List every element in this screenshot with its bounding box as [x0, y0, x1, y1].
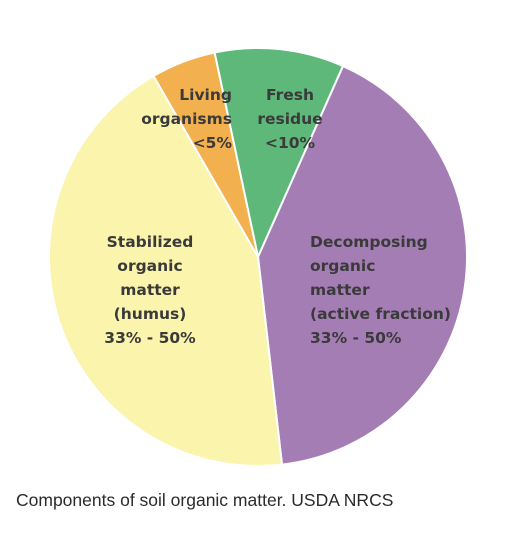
pie-label-line: organic	[310, 257, 375, 275]
pie-slice-living-organisms	[152, 51, 259, 258]
pie-label-line: (active fraction)	[310, 305, 451, 323]
pie-slice-fresh-residue	[213, 47, 345, 258]
pie-label-living-organisms: Living organisms <5%	[141, 86, 232, 152]
pie-label-line: <5%	[193, 134, 233, 152]
pie-label-line: 33% - 50%	[104, 329, 196, 347]
pie-label-line: <10%	[265, 134, 316, 152]
pie-slice-stabilized	[48, 75, 284, 467]
pie-label-line: Stabilized	[107, 233, 194, 251]
pie-label-decomposing: Decomposing organic matter (active fraction…	[310, 233, 451, 347]
pie-label-line: 33% - 50%	[310, 329, 402, 347]
pie-label-line: (humus)	[114, 305, 187, 323]
pie-label-line: organic	[117, 257, 182, 275]
pie-label-fresh-residue: Fresh residue <10%	[257, 86, 322, 152]
pie-labels: Fresh residue <10% Decomposing organic matter…	[104, 86, 451, 347]
pie-chart: Fresh residue <10% Decomposing organic matter…	[48, 47, 468, 467]
pie-slices	[48, 47, 468, 467]
pie-label-line: Fresh	[266, 86, 314, 104]
pie-label-line: matter	[310, 281, 370, 299]
pie-label-line: Living	[179, 86, 232, 104]
figure-caption: Components of soil organic matter. USDA …	[16, 484, 456, 516]
pie-label-line: Decomposing	[310, 233, 428, 251]
pie-label-line: residue	[257, 110, 322, 128]
pie-label-line: organisms	[141, 110, 232, 128]
caption-text: Components of soil organic matter. USDA …	[16, 490, 394, 510]
pie-slice-decomposing	[257, 65, 468, 466]
pie-label-line: matter	[120, 281, 180, 299]
pie-label-stabilized: Stabilized organic matter (humus) 33% - 50%	[104, 233, 196, 347]
